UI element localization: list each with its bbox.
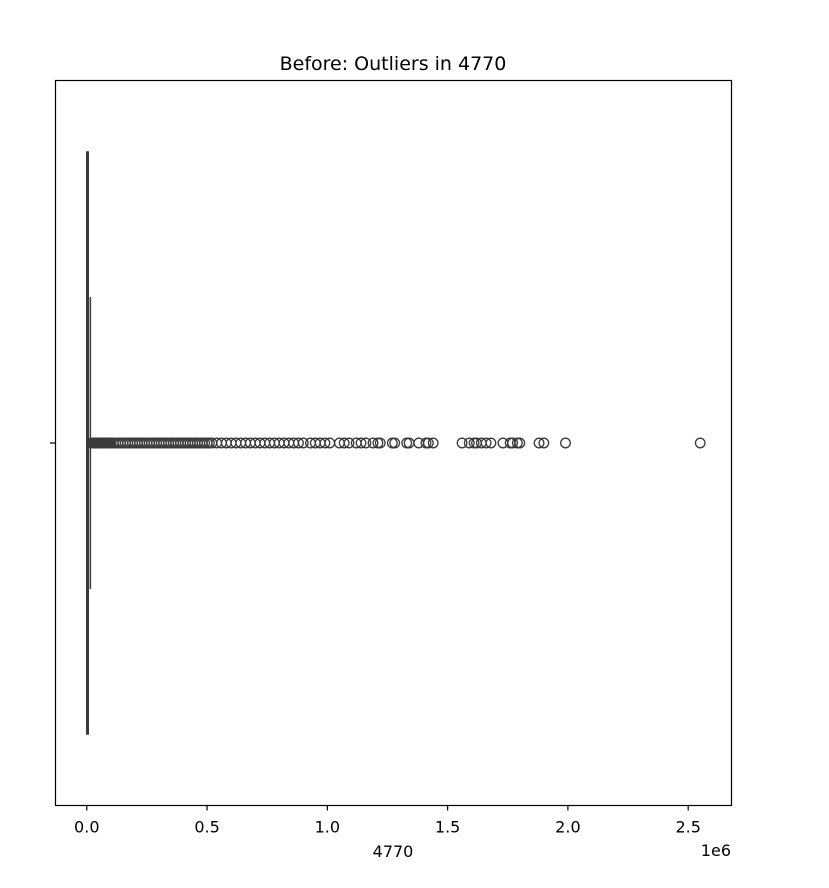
x-axis-label: 4770 (373, 842, 414, 861)
outlier-point (538, 437, 550, 449)
outlier-point (456, 437, 468, 449)
outlier-point (355, 437, 367, 449)
x-tick-label: 0.5 (194, 818, 219, 837)
outlier-point (422, 437, 434, 449)
outlier-point (293, 437, 304, 449)
outlier-point (427, 437, 439, 449)
outlier-point (401, 437, 413, 449)
x-tick-label: 1.5 (435, 818, 460, 837)
plot-area (86, 151, 706, 735)
x-axis: 0.0 0.5 1.0 1.5 2.0 2.5 (74, 805, 701, 837)
outlier-point (386, 437, 398, 449)
outlier-point (343, 437, 355, 449)
outlier-point (560, 437, 571, 449)
outlier-point (367, 437, 379, 449)
x-axis-offset-label: 1e6 (701, 841, 731, 860)
outlier-point (463, 437, 475, 449)
x-tick-label: 2.5 (675, 818, 700, 837)
outlier-point (319, 437, 331, 449)
outlier-point (485, 437, 497, 449)
outlier-point (338, 437, 350, 449)
x-tick-label: 2.0 (555, 818, 580, 837)
x-tick-label: 0.0 (74, 818, 99, 837)
outlier-point (374, 437, 386, 449)
outlier-point (514, 437, 526, 449)
chart-title: Before: Outliers in 4770 (280, 53, 507, 75)
outlier-point (360, 437, 372, 449)
outlier-point (507, 437, 519, 449)
x-tick-label: 1.0 (315, 818, 340, 837)
outlier-point (389, 437, 401, 449)
outlier-point (533, 437, 545, 449)
outlier-point (403, 437, 415, 449)
outlier-point (694, 437, 706, 449)
outlier-point (297, 437, 309, 449)
outlier-point (480, 437, 492, 449)
